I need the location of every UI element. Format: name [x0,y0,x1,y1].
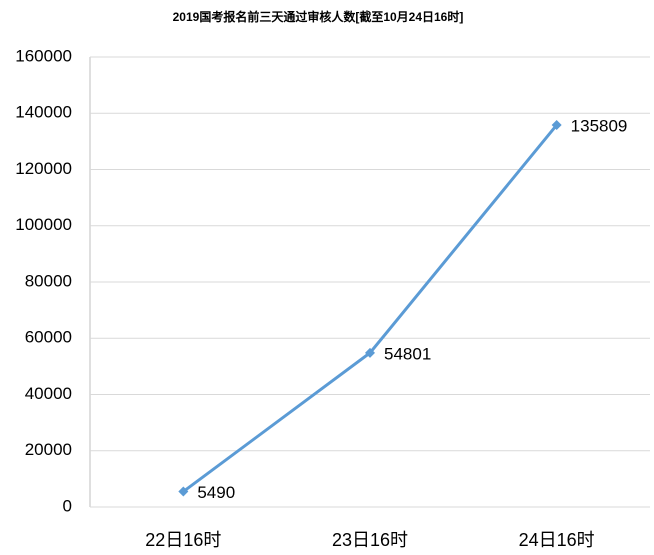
data-marker [365,347,375,358]
y-tick-label: 120000 [15,159,72,178]
y-tick-label: 80000 [25,271,72,290]
x-tick-label: 24日16时 [519,530,595,550]
y-tick-label: 100000 [15,215,72,234]
y-tick-label: 20000 [25,440,72,459]
data-marker [551,120,562,131]
data-line [182,124,558,493]
x-tick-label: 22日16时 [145,530,221,550]
y-tick-label: 60000 [25,328,72,347]
data-marker [178,486,189,497]
data-label: 135809 [571,117,628,136]
y-tick-label: 0 [63,496,72,515]
y-tick-label: 40000 [25,384,72,403]
chart-title: 2019国考报名前三天通过审核人数[截至10月24日16时] [173,9,464,24]
data-label: 54801 [384,344,431,363]
x-tick-label: 23日16时 [332,530,408,550]
y-tick-label: 160000 [15,46,72,65]
y-tick-label: 140000 [15,103,72,122]
data-label: 5490 [197,483,235,502]
